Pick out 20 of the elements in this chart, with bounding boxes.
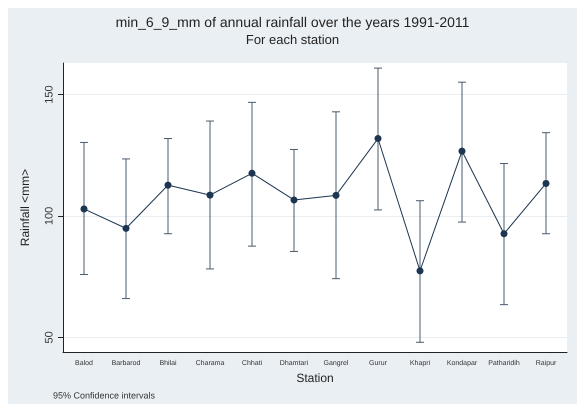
point — [80, 205, 88, 212]
chart-subtitle: For each station — [246, 32, 340, 47]
point — [248, 170, 256, 177]
point — [458, 148, 466, 155]
point — [416, 267, 424, 274]
y-tick-label: 50 — [44, 331, 56, 344]
chart-title: min_6_9_mm of annual rainfall over the years 1991-2011 — [116, 14, 470, 30]
point — [290, 196, 298, 204]
y-tick-label: 100 — [44, 206, 56, 226]
point — [332, 192, 340, 199]
x-axis-title: Station — [296, 371, 334, 385]
point — [206, 192, 214, 199]
point — [542, 180, 550, 187]
point — [122, 224, 130, 232]
y-tick-label: 150 — [44, 85, 56, 104]
point — [500, 230, 508, 238]
point — [374, 135, 382, 142]
point — [164, 182, 172, 189]
y-axis-title: Rainfall <mm> — [18, 168, 32, 246]
text: 95% Confidence intervals — [53, 390, 156, 400]
